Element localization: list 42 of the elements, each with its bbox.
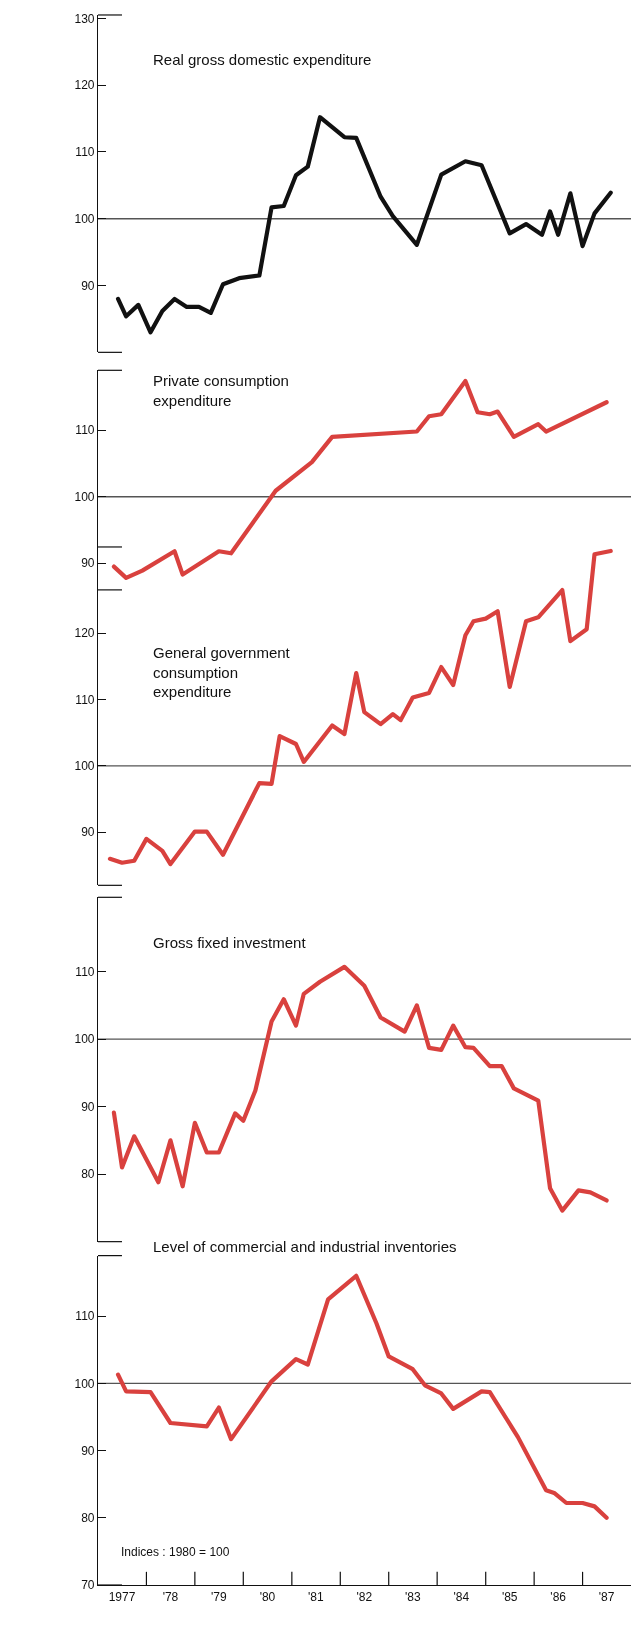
x-tick-label: '87 [598, 1589, 615, 1604]
y-tick-label: 110 [75, 1309, 95, 1324]
x-tick-label: '84 [453, 1589, 470, 1604]
y-tick-label: 80 [81, 1510, 95, 1525]
y-tick-label: 90 [81, 1099, 95, 1114]
y-tick-label: 120 [74, 626, 95, 641]
x-tick-label: '81 [308, 1589, 325, 1604]
annotation: Indices : 1980 = 100 [121, 1545, 230, 1559]
y-tick-label: 100 [74, 489, 95, 504]
y-tick-label: 110 [75, 423, 95, 438]
x-tick-label: '86 [550, 1589, 567, 1604]
y-tick-label: 110 [75, 964, 95, 979]
x-tick-label: '82 [356, 1589, 373, 1604]
y-tick-label: 100 [74, 1032, 95, 1047]
y-tick-label: 120 [74, 78, 95, 93]
y-tick-label: 90 [81, 278, 95, 293]
text: Gross fixed investment [153, 934, 307, 951]
x-tick-label: 1977 [108, 1589, 136, 1604]
y-tick-label: 100 [74, 759, 95, 774]
y-tick-label: 110 [75, 145, 95, 160]
x-tick-label: '78 [162, 1589, 179, 1604]
y-tick-label: 110 [75, 692, 95, 707]
x-tick-label: '83 [404, 1589, 421, 1604]
text: Real gross domestic expenditure [153, 51, 372, 68]
y-tick-label: 100 [74, 211, 95, 226]
y-tick-label: 80 [81, 1167, 95, 1182]
x-tick-label: '79 [211, 1589, 228, 1604]
text: General government consumption expenditure [153, 644, 291, 700]
y-tick-label: 90 [81, 825, 95, 840]
y-tick-label: 130 [74, 11, 95, 26]
y-tick-label: 70 [81, 1578, 95, 1593]
y-tick-label: 90 [81, 556, 95, 571]
x-tick-label: '85 [501, 1589, 518, 1604]
x-tick-label: '80 [259, 1589, 276, 1604]
line-series [115, 1273, 609, 1520]
y-tick-label: 100 [74, 1376, 95, 1391]
line-series [115, 115, 613, 335]
chart-title: Level of commercial and industrial inventories [153, 1238, 457, 1255]
text: Private consumption expenditure [153, 372, 289, 409]
y-tick-label: 90 [81, 1443, 95, 1458]
line-series [107, 548, 613, 867]
line-series [111, 964, 609, 1213]
